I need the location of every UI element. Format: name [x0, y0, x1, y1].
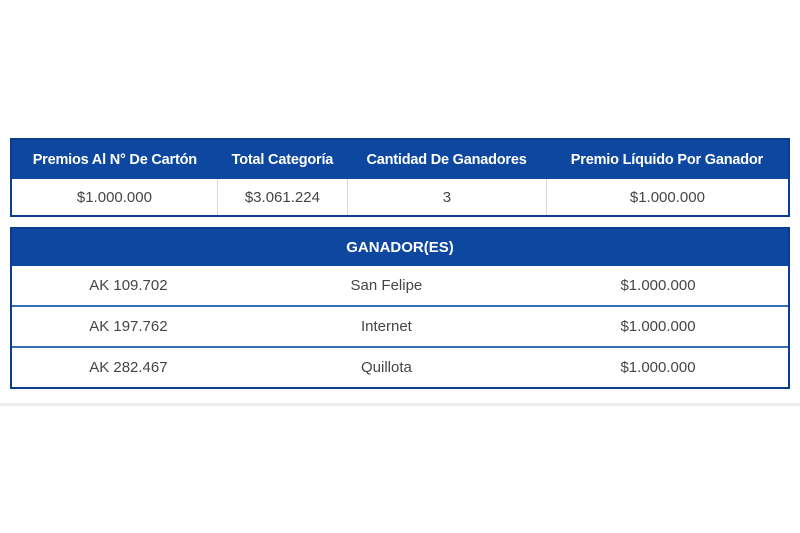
winner-row: AK 282.467 Quillota $1.000.000: [12, 346, 788, 387]
winner-location: Internet: [360, 318, 412, 335]
winners-table: GANADOR(ES) AK 109.702 San Felipe $1.000…: [10, 227, 790, 389]
summary-header-row: Premios Al N° De Cartón Total Categoría …: [12, 140, 788, 179]
winner-prize: $1.000.000: [620, 277, 696, 294]
header-total-categoria: Total Categoría: [231, 151, 334, 168]
header-cantidad-ganadores: Cantidad De Ganadores: [366, 151, 527, 168]
winner-card-number: AK 282.467: [89, 359, 168, 376]
summary-data-row: $1.000.000 $3.061.224 3 $1.000.000: [12, 179, 788, 215]
value-cantidad-ganadores: 3: [348, 179, 547, 215]
winners-banner: GANADOR(ES): [12, 229, 788, 266]
winner-row: AK 109.702 San Felipe $1.000.000: [12, 266, 788, 305]
winner-prize: $1.000.000: [620, 318, 696, 335]
header-premio-liquido: Premio Líquido Por Ganador: [570, 151, 763, 168]
header-premios-carton: Premios Al N° De Cartón: [32, 151, 197, 168]
winner-card-number: AK 109.702: [89, 277, 168, 294]
winner-prize: $1.000.000: [620, 359, 696, 376]
value-total-categoria: $3.061.224: [218, 179, 348, 215]
winner-location: Quillota: [360, 359, 412, 376]
value-premio-carton: $1.000.000: [12, 179, 218, 215]
value-premio-liquido: $1.000.000: [629, 188, 705, 206]
winner-location: San Felipe: [350, 277, 423, 294]
winner-row: AK 197.762 Internet $1.000.000: [12, 305, 788, 346]
category-summary-table: Premios Al N° De Cartón Total Categoría …: [10, 138, 790, 217]
page-divider: [0, 403, 800, 406]
winner-card-number: AK 197.762: [89, 318, 168, 335]
